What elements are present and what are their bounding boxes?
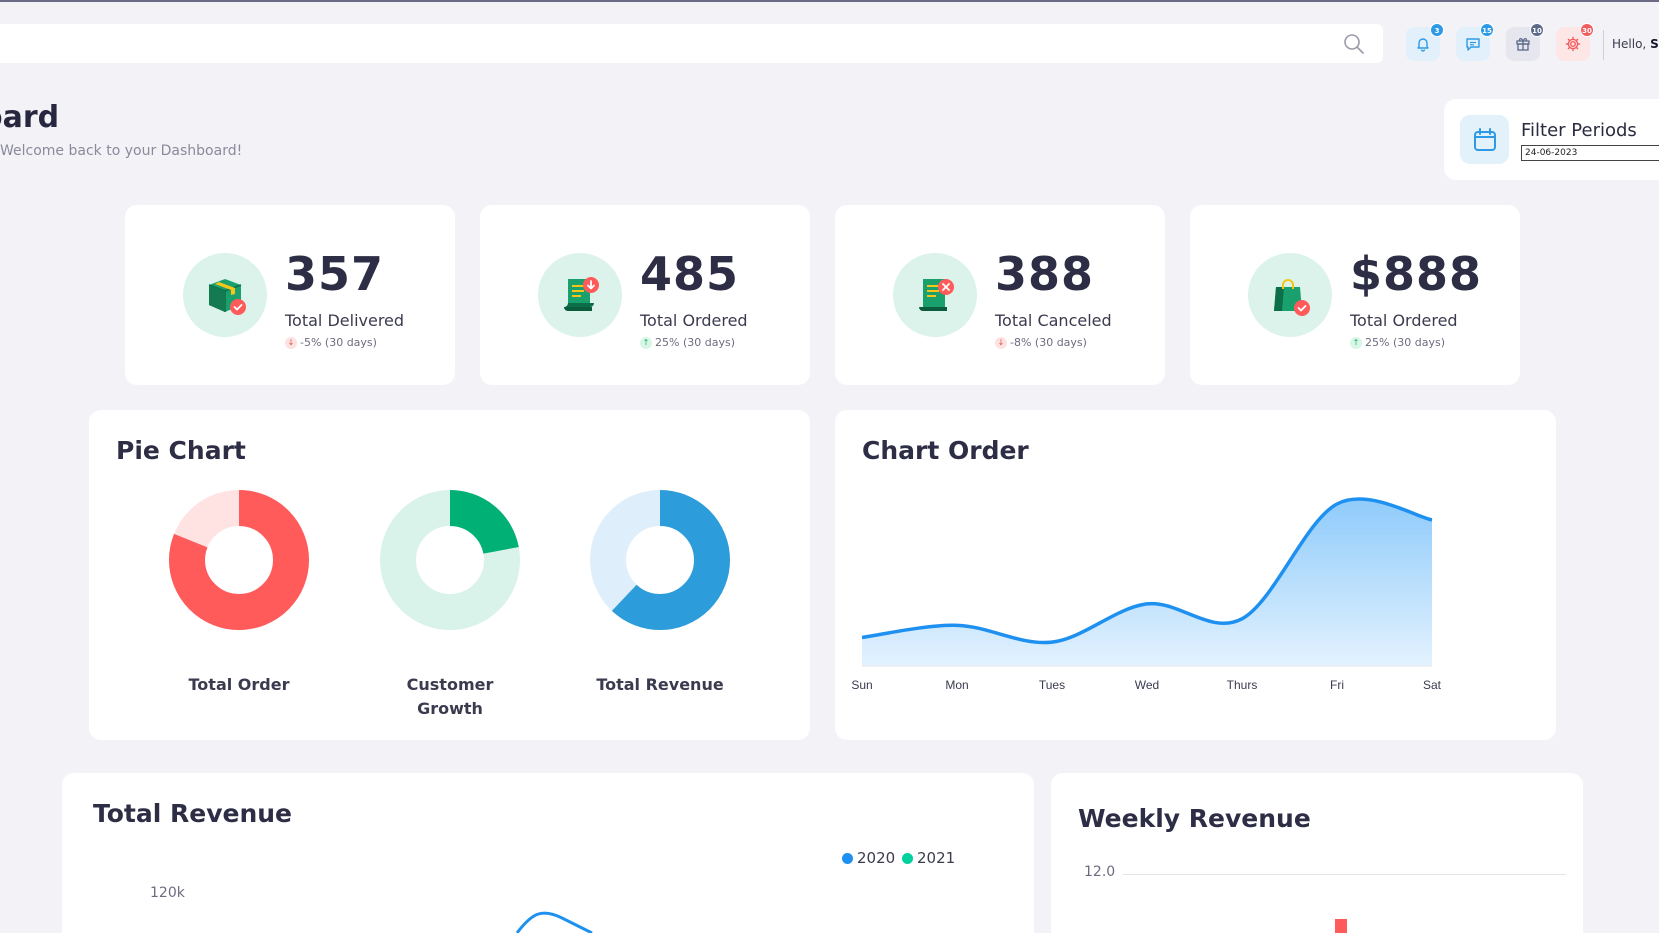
x-tick-label: Fri <box>1330 678 1344 692</box>
stat-label: Total Canceled <box>995 311 1112 330</box>
legend-2021[interactable]: 2021 <box>902 849 955 867</box>
weekly-revenue-title: Weekly Revenue <box>1078 804 1311 833</box>
arrow-down-icon: ↓ <box>995 336 1007 349</box>
stat-change: ↑ 25% (30 days) <box>640 336 735 349</box>
chart-order-card: Chart Order Sun Mon Tues Wed Thurs Fri Sat <box>835 410 1556 740</box>
legend-swatch <box>902 852 913 864</box>
donut-label-total-revenue: Total Revenue <box>596 675 724 694</box>
filter-periods-panel[interactable]: Filter Periods <box>1444 99 1659 180</box>
pie-chart-card: Pie Chart Total Order Customer Growth To… <box>89 410 810 740</box>
y-axis-tick: 12.0 <box>1084 864 1116 880</box>
page-subtitle: Welcome back to your Dashboard! <box>0 143 243 159</box>
box-icon <box>183 253 267 337</box>
stat-card-total-revenue: $888 Total Ordered ↑ 25% (30 days) <box>1190 205 1520 385</box>
stat-value: 485 <box>640 247 740 301</box>
header-divider <box>1603 30 1604 60</box>
stat-change-text: -5% (30 days) <box>300 336 377 349</box>
stat-card-total-ordered: 485 Total Ordered ↑ 25% (30 days) <box>480 205 810 385</box>
x-tick-label: Thurs <box>1227 678 1258 692</box>
stat-value: $888 <box>1350 247 1483 301</box>
x-tick-label: Sat <box>1423 678 1442 692</box>
arrow-up-icon: ↑ <box>640 336 652 349</box>
stat-value: 357 <box>285 247 385 301</box>
user-name: Su <box>1650 37 1659 51</box>
donut-charts <box>169 490 730 630</box>
messages-count-badge: 15 <box>1480 23 1494 37</box>
chart-order-title: Chart Order <box>862 436 1029 465</box>
donut-label-customer-growth: Customer Growth <box>406 675 494 718</box>
x-tick-label: Tues <box>1039 678 1065 692</box>
stat-label: Total Ordered <box>1350 311 1458 330</box>
x-tick-label: Wed <box>1135 678 1159 692</box>
calendar-icon <box>1460 115 1509 164</box>
stat-change: ↓ -8% (30 days) <box>995 336 1087 349</box>
donut-slice <box>380 490 520 630</box>
total-revenue-card: Total Revenue 120k <box>62 773 1034 933</box>
stat-change-text: -8% (30 days) <box>1010 336 1087 349</box>
top-border <box>0 0 1659 2</box>
search-icon[interactable] <box>1343 33 1365 55</box>
legend-swatch <box>842 852 853 864</box>
stat-change: ↑ 25% (30 days) <box>1350 336 1445 349</box>
chart-order-area-chart[interactable]: Sun Mon Tues Wed Thurs Fri Sat <box>835 410 1556 740</box>
stat-change: ↓ -5% (30 days) <box>285 336 377 349</box>
weekly-revenue-bar[interactable] <box>1335 919 1347 933</box>
filter-date-input[interactable] <box>1521 145 1659 161</box>
page-title: oard <box>0 100 60 135</box>
bell-icon <box>1417 38 1429 52</box>
receipt-download-icon <box>538 253 622 337</box>
y-axis-tick: 120k <box>150 885 185 901</box>
arrow-down-icon: ↓ <box>285 336 297 349</box>
search-input[interactable] <box>0 24 1383 63</box>
notification-bell-button[interactable]: 3 <box>1406 23 1444 61</box>
user-greeting[interactable]: Hello, Su <box>1612 37 1659 51</box>
series-line <box>861 497 1433 645</box>
total-revenue-line-chart <box>515 911 593 933</box>
chat-icon <box>1466 38 1480 51</box>
settings-button[interactable]: 30 <box>1556 23 1594 61</box>
gift-icon <box>1516 38 1530 51</box>
stat-value: 388 <box>995 247 1095 301</box>
weekly-revenue-card: Weekly Revenue 12.0 <box>1051 773 1583 933</box>
settings-count-badge: 30 <box>1580 23 1594 37</box>
donut-slice <box>590 490 730 630</box>
x-tick-label: Sun <box>851 678 872 692</box>
stat-label: Total Ordered <box>640 311 748 330</box>
notification-count-badge: 3 <box>1430 23 1444 37</box>
donut-label-total-order: Total Order <box>188 675 290 694</box>
pie-chart-title: Pie Chart <box>116 436 246 465</box>
gifts-count-badge: 10 <box>1530 23 1544 37</box>
total-revenue-title: Total Revenue <box>93 799 293 828</box>
arrow-up-icon: ↑ <box>1350 336 1362 349</box>
x-tick-label: Mon <box>945 678 968 692</box>
series-2020-line <box>515 911 593 933</box>
shopping-bag-icon <box>1248 253 1332 337</box>
gifts-button[interactable]: 10 <box>1506 23 1544 61</box>
receipt-cancel-icon <box>893 253 977 337</box>
filter-periods-label: Filter Periods <box>1521 120 1637 141</box>
greeting-text: Hello, <box>1612 37 1647 51</box>
legend-2020[interactable]: 2020 <box>842 849 895 867</box>
gridline <box>1123 874 1566 875</box>
gear-icon <box>1565 36 1581 52</box>
stat-change-text: 25% (30 days) <box>1365 336 1445 349</box>
stat-change-text: 25% (30 days) <box>655 336 735 349</box>
legend-label: 2020 <box>857 849 896 867</box>
stat-card-total-canceled: 388 Total Canceled ↓ -8% (30 days) <box>835 205 1165 385</box>
legend-label: 2021 <box>917 849 956 867</box>
donut-slice <box>169 490 309 630</box>
messages-button[interactable]: 15 <box>1456 23 1494 61</box>
area-fill <box>862 499 1432 666</box>
stat-label: Total Delivered <box>285 311 405 330</box>
stat-card-total-delivered: 357 Total Delivered ↓ -5% (30 days) <box>125 205 455 385</box>
